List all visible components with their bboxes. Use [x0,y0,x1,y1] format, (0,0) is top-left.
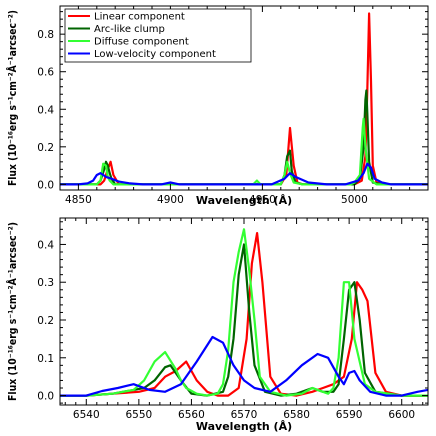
bottom-series-diffuse-component [60,228,428,397]
x-tick-label: 4900 [157,194,184,206]
y-tick-label: 0.2 [37,142,54,154]
y-tick-label: 0.2 [37,315,54,327]
top-panel-chart: 4850 4900 4950 5000 0.0 0.2 0.4 0.6 0.8 Waveleng… [6,5,429,207]
top-y-axis-label: Flux (10⁻¹⁶erg s⁻¹cm⁻²Å⁻¹arcsec⁻²) [6,10,19,186]
bottom-x-axis-label: Wavelength (Å) [196,420,292,433]
bottom-panel-chart: 6540 6550 6560 6570 6580 6590 6600 0.0 0.1 0.2 0.3… [6,217,429,433]
top-series-linear-component [60,12,428,186]
bottom-y-axis-label: Flux (10⁻¹⁶erg s⁻¹cm⁻²Å⁻¹arcsec⁻²) [6,222,19,401]
bottom-series-arc-like-clump [60,243,428,397]
x-tick-label: 4850 [65,194,92,206]
y-tick-label: 0.6 [37,67,54,79]
x-tick-label: 6580 [283,409,310,421]
legend-entry: Low-velocity component [94,49,216,60]
x-tick-label: 6590 [336,409,363,421]
legend-entry: Linear component [94,12,185,23]
legend-box [64,8,252,63]
top-series-arc-like-clump [60,89,428,186]
x-tick-label: 6570 [231,409,258,421]
x-tick-label: 5000 [341,194,368,206]
x-tick-label: 6600 [388,409,415,421]
y-tick-label: 0.0 [37,391,54,403]
x-tick-label: 6540 [73,409,100,421]
y-tick-label: 0.4 [37,239,54,251]
y-tick-label: 0.3 [37,277,54,289]
bottom-series-linear-component [60,232,428,397]
x-tick-label: 4950 [249,194,276,206]
bottom-series-low-velocity-component [60,335,428,397]
legend-entry: Arc-like clump [94,24,165,35]
top-x-axis-label: Wavelength (Å) [196,194,292,207]
top-series-low-velocity-component [60,162,428,186]
x-tick-label: 6550 [125,409,152,421]
x-tick-label: 6560 [178,409,205,421]
top-series-diffuse-component [60,117,428,186]
y-tick-label: 0.8 [37,29,54,41]
y-tick-label: 0.1 [37,353,54,365]
y-tick-label: 0.4 [37,104,54,116]
y-tick-label: 0.0 [37,179,54,191]
legend-entry: Diffuse component [94,37,189,48]
